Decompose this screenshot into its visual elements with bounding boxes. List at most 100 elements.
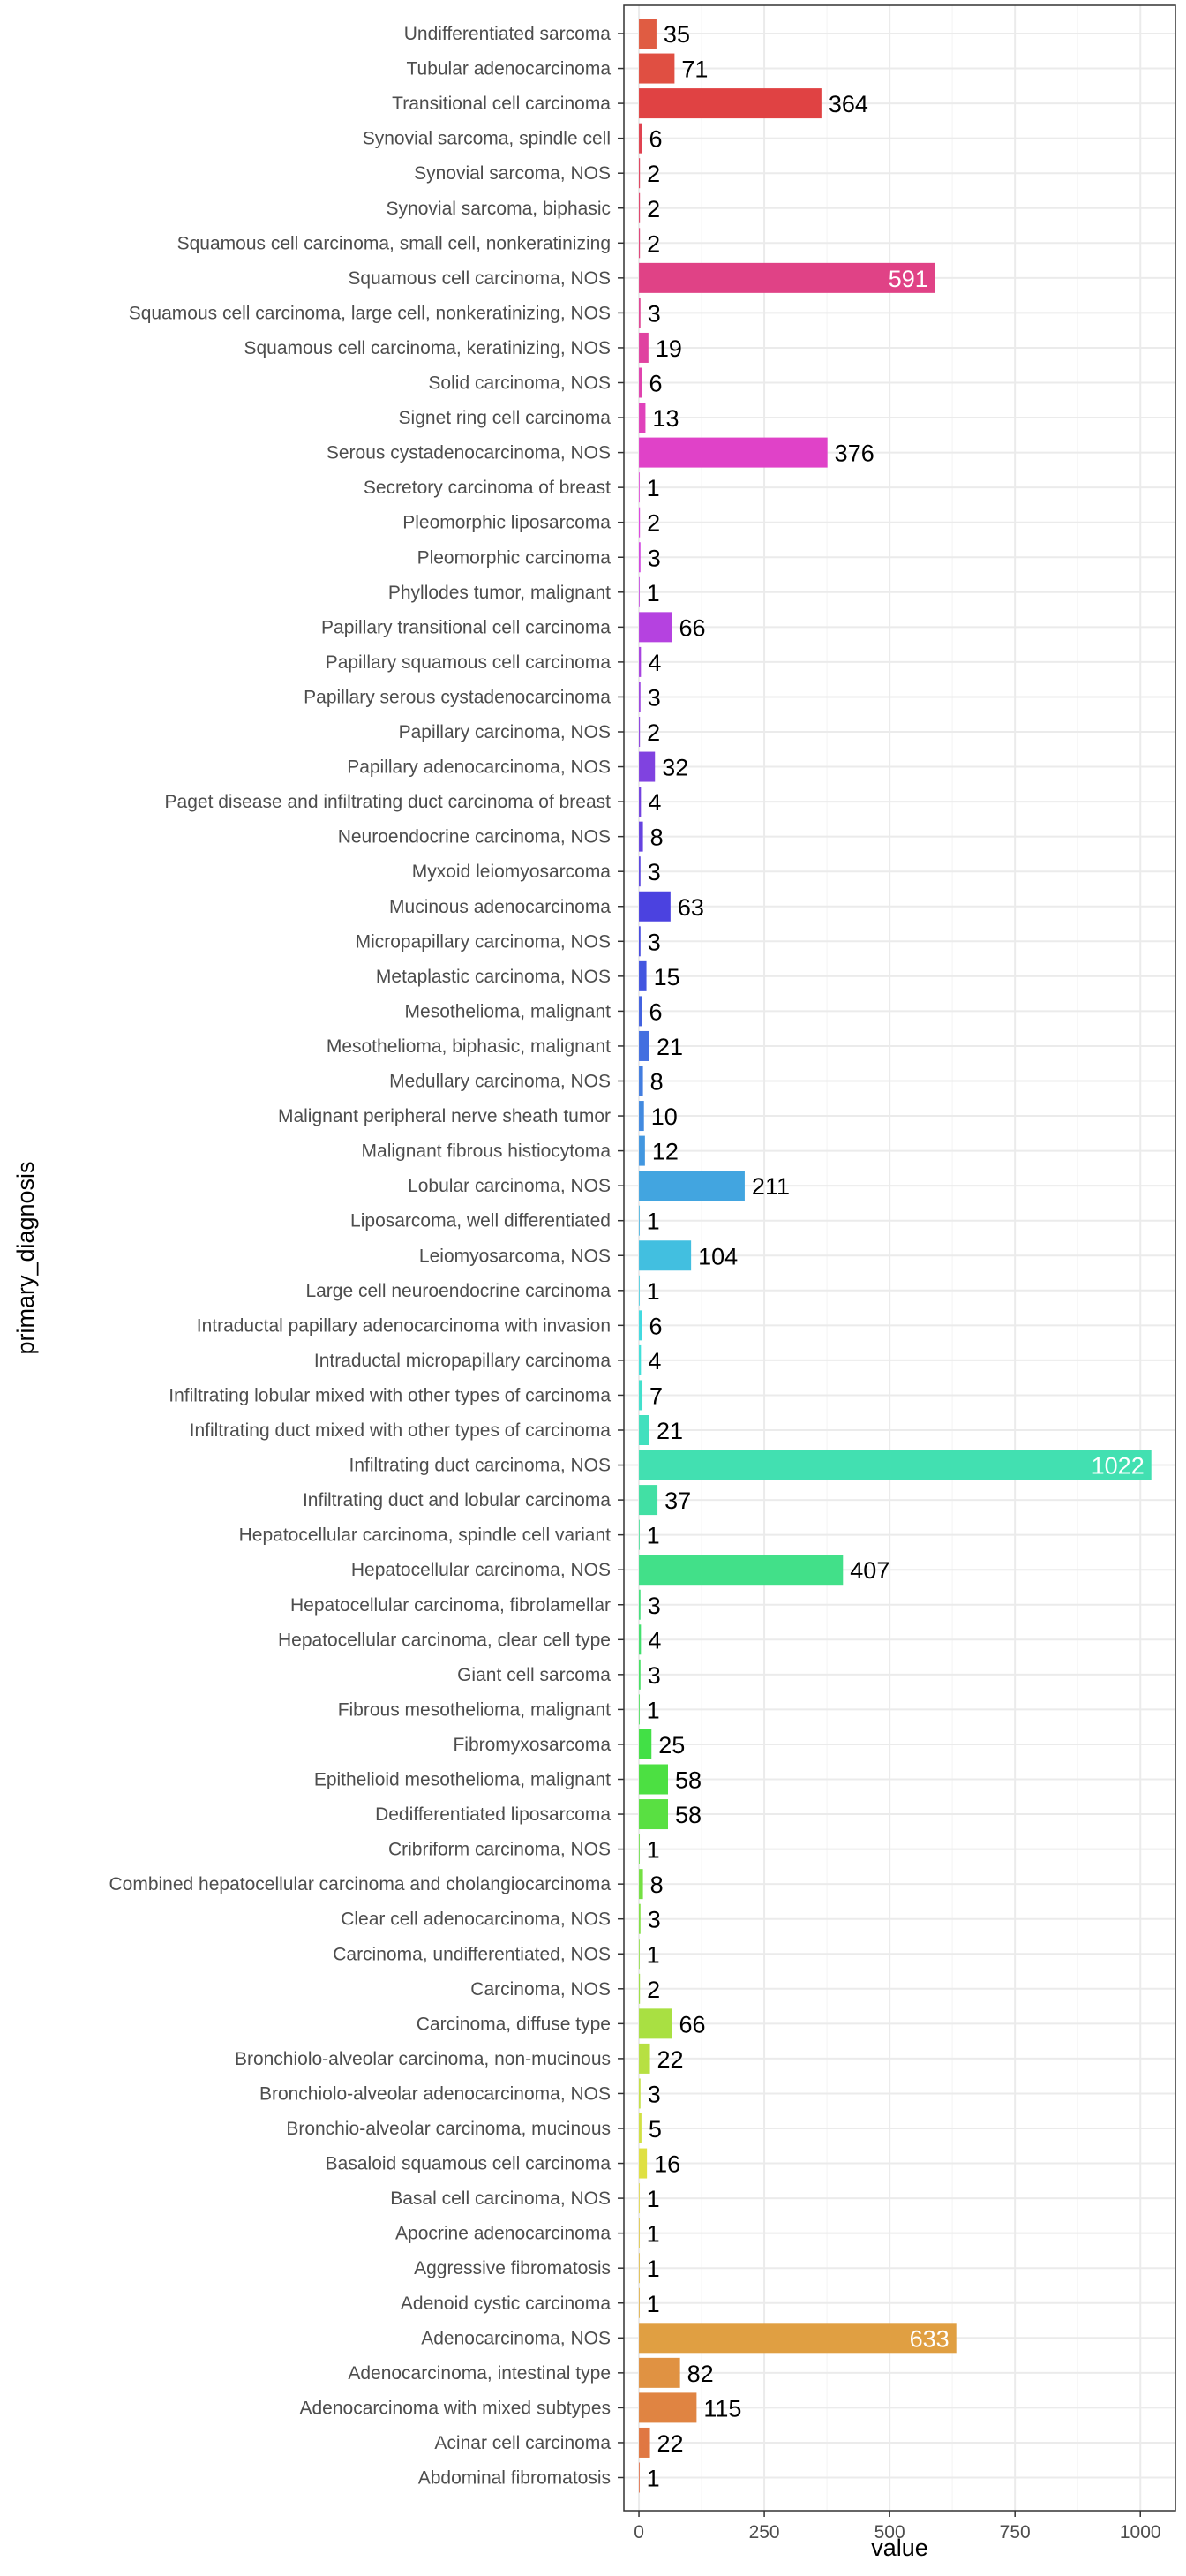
value-label: 8 xyxy=(650,825,664,851)
y-tick-label: Micropapillary carcinoma, NOS xyxy=(356,931,611,952)
y-tick-label: Combined hepatocellular carcinoma and ch… xyxy=(109,1874,612,1894)
bar xyxy=(639,576,640,607)
y-tick-label: Squamous cell carcinoma, keratinizing, N… xyxy=(244,338,611,358)
y-tick-label: Squamous cell carcinoma, large cell, non… xyxy=(129,303,611,323)
y-tick-label: Carcinoma, diffuse type xyxy=(417,2014,611,2034)
value-label: 4 xyxy=(648,1348,661,1375)
y-tick-label: Giant cell sarcoma xyxy=(457,1665,611,1685)
value-label: 1 xyxy=(647,2221,660,2248)
y-tick-label: Pleomorphic liposarcoma xyxy=(402,513,611,533)
value-label: 82 xyxy=(687,2361,714,2387)
bar xyxy=(639,2287,640,2318)
bar xyxy=(639,542,641,573)
y-tick-label: Phyllodes tumor, malignant xyxy=(388,583,611,603)
y-tick-label: Fibromyxosarcoma xyxy=(453,1735,611,1755)
bar xyxy=(639,1485,658,1516)
bar xyxy=(639,1694,640,1725)
y-tick-label: Mesothelioma, biphasic, malignant xyxy=(327,1036,611,1057)
y-tick-label: Squamous cell carcinoma, NOS xyxy=(348,268,611,289)
y-tick-label: Intraductal micropapillary carcinoma xyxy=(314,1351,611,1371)
bar xyxy=(639,1171,745,1201)
y-tick-label: Apocrine adenocarcinoma xyxy=(395,2224,611,2244)
value-label: 1 xyxy=(647,2466,660,2492)
bar xyxy=(639,1869,643,1900)
y-tick-label: Mesothelioma, malignant xyxy=(405,1001,612,1021)
value-label: 3 xyxy=(648,929,661,955)
x-tick-label: 750 xyxy=(1000,2522,1031,2542)
bar xyxy=(639,891,671,922)
bar xyxy=(639,1834,640,1864)
bar xyxy=(639,1903,641,1934)
value-label: 3 xyxy=(648,1662,661,1689)
value-label: 3 xyxy=(648,1593,661,1619)
bar xyxy=(639,2392,697,2423)
bar xyxy=(639,1589,641,1620)
y-tick-label: Transitional cell carcinoma xyxy=(392,94,611,114)
bar xyxy=(639,1450,1152,1480)
bar xyxy=(639,437,828,468)
y-tick-label: Infiltrating lobular mixed with other ty… xyxy=(169,1385,611,1405)
bar xyxy=(639,1344,642,1375)
y-tick-label: Adenocarcinoma, intestinal type xyxy=(348,2363,611,2384)
value-label: 2 xyxy=(647,510,660,537)
bar xyxy=(639,960,647,991)
y-tick-label: Undifferentiated sarcoma xyxy=(404,24,612,44)
value-label: 66 xyxy=(679,2011,706,2037)
bar xyxy=(639,1240,692,1271)
value-label: 15 xyxy=(654,964,680,990)
value-label: 71 xyxy=(681,56,708,83)
value-label: 115 xyxy=(703,2395,741,2422)
x-tick-label: 1000 xyxy=(1120,2522,1161,2542)
value-label: 37 xyxy=(664,1488,691,1514)
value-label: 63 xyxy=(678,894,704,921)
bar xyxy=(639,1101,644,1132)
bar xyxy=(639,2148,648,2179)
panel-border xyxy=(623,4,1176,2512)
value-label: 7 xyxy=(649,1382,663,1409)
bar xyxy=(639,1764,668,1795)
y-tick-label: Signet ring cell carcinoma xyxy=(399,408,612,428)
value-label: 2 xyxy=(647,196,660,222)
bar xyxy=(639,403,646,433)
y-tick-label: Intraductal papillary adenocarcinoma wit… xyxy=(197,1315,611,1336)
value-label: 1 xyxy=(647,1837,660,1864)
value-label: 1022 xyxy=(1092,1453,1145,1480)
value-label-layer: 3571364622259131961337612316643232483633… xyxy=(647,21,1145,2492)
value-label: 25 xyxy=(658,1732,685,1759)
bar xyxy=(639,1205,640,1236)
value-label: 2 xyxy=(647,161,660,187)
value-label: 8 xyxy=(650,1872,664,1898)
bar xyxy=(639,1415,649,1445)
y-tick-label: Malignant fibrous histiocytoma xyxy=(362,1141,612,1162)
value-label: 21 xyxy=(657,1034,683,1060)
value-label: 1 xyxy=(647,1941,660,1968)
y-tick-label: Leiomyosarcoma, NOS xyxy=(419,1246,611,1266)
value-label: 376 xyxy=(835,441,874,467)
value-label: 5 xyxy=(649,2116,662,2143)
value-label: 2 xyxy=(647,1977,660,2003)
y-tick-label: Basal cell carcinoma, NOS xyxy=(390,2188,611,2209)
value-label: 1 xyxy=(647,2186,660,2212)
y-tick-label: Large cell neuroendocrine carcinoma xyxy=(305,1281,611,1301)
y-tick-label: Papillary carcinoma, NOS xyxy=(399,722,611,742)
bar xyxy=(639,2008,672,2039)
x-tick-label: 0 xyxy=(634,2522,644,2542)
bar xyxy=(639,856,641,887)
y-tick-label: Infiltrating duct carcinoma, NOS xyxy=(349,1456,611,1476)
x-tick-label: 500 xyxy=(874,2522,905,2542)
y-tick-label: Hepatocellular carcinoma, clear cell typ… xyxy=(278,1630,611,1650)
y-tick-label: Adenoid cystic carcinoma xyxy=(401,2294,611,2314)
value-label: 1 xyxy=(647,2256,660,2282)
y-tick-label: Mucinous adenocarcinoma xyxy=(389,897,611,917)
value-label: 58 xyxy=(675,1802,702,1828)
value-label: 1 xyxy=(647,1209,660,1235)
value-label: 21 xyxy=(657,1418,683,1444)
bar xyxy=(639,682,641,712)
y-tick-label: Acinar cell carcinoma xyxy=(434,2433,611,2453)
bar xyxy=(639,612,672,643)
value-label: 35 xyxy=(664,21,690,48)
bar xyxy=(639,2323,957,2354)
y-tick-label: Bronchiolo-alveolar adenocarcinoma, NOS xyxy=(259,2083,611,2104)
bar xyxy=(639,1135,645,1166)
